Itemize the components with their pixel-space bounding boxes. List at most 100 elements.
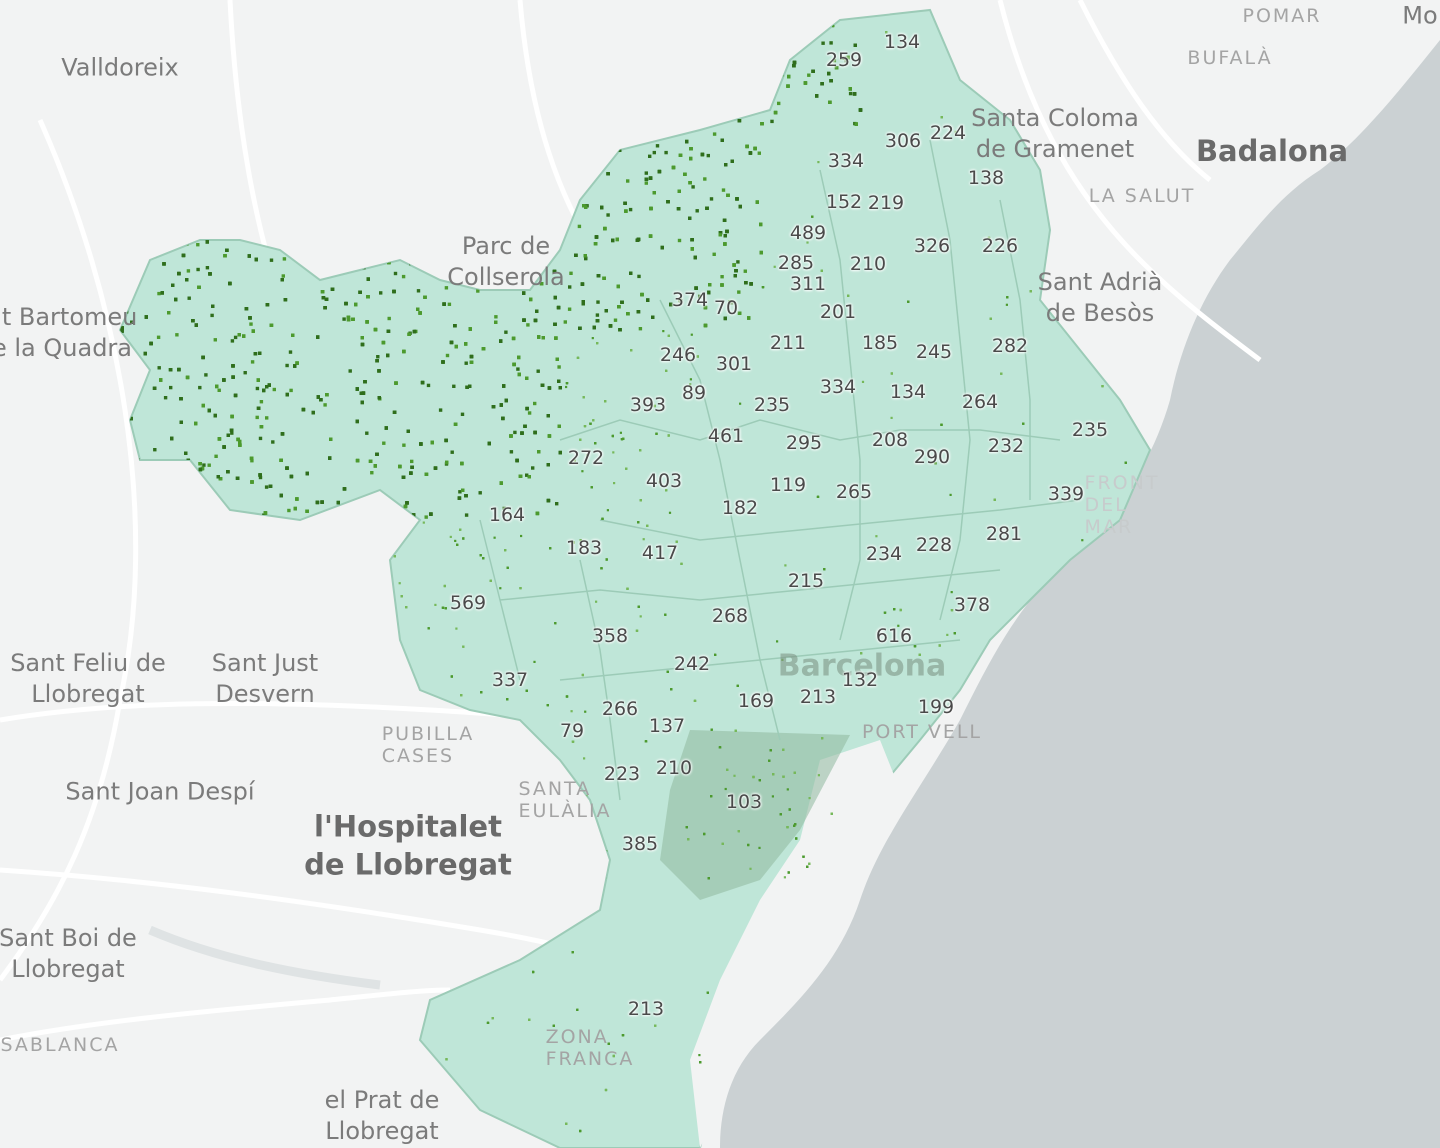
tree-point — [410, 459, 414, 464]
tree-point — [573, 459, 576, 462]
tree-point — [287, 508, 291, 513]
tree-point — [842, 56, 847, 60]
tree-point — [445, 353, 450, 358]
tree-point — [795, 837, 798, 840]
tree-point — [636, 237, 641, 242]
tree-point — [982, 400, 985, 403]
tree-point — [486, 1021, 490, 1024]
tree-point — [646, 298, 650, 302]
tree-point — [170, 436, 174, 441]
tree-point — [1101, 385, 1104, 388]
tree-point — [563, 320, 567, 324]
tree-point — [376, 355, 380, 359]
tree-point — [533, 318, 538, 323]
sea-area — [720, 40, 1440, 1148]
tree-point — [169, 385, 173, 390]
tree-point — [586, 454, 589, 457]
district-border — [599, 499, 1081, 541]
tree-point — [654, 1024, 657, 1027]
tree-point — [611, 434, 614, 438]
tree-point — [844, 58, 848, 63]
tree-point — [553, 295, 557, 300]
tree-point — [143, 351, 147, 356]
tree-point — [422, 521, 425, 524]
tree-point — [667, 434, 670, 437]
tree-point — [424, 472, 429, 476]
tree-point — [834, 66, 839, 70]
tree-point — [786, 788, 789, 791]
tree-point — [993, 498, 996, 501]
tree-point — [405, 606, 408, 609]
tree-point — [449, 340, 454, 345]
tree-point — [281, 274, 285, 278]
tree-point — [853, 43, 857, 47]
tree-point — [458, 490, 462, 494]
tree-point — [319, 398, 323, 402]
tree-point — [724, 163, 728, 167]
tree-point — [712, 252, 716, 256]
tree-point — [624, 209, 628, 213]
montjuic-district[interactable] — [660, 730, 850, 900]
tree-point — [387, 316, 391, 321]
tree-point — [480, 691, 483, 694]
tree-point — [398, 464, 402, 469]
tree-point — [535, 309, 539, 313]
district-border — [929, 139, 971, 621]
tree-point — [781, 658, 784, 661]
tree-point — [455, 627, 458, 630]
district-border — [559, 419, 1061, 441]
tree-point — [360, 400, 364, 405]
tree-point — [402, 443, 406, 447]
tree-point — [595, 600, 598, 603]
tree-point — [655, 432, 658, 435]
tree-point — [420, 380, 425, 385]
tree-point — [355, 458, 360, 463]
tree-point — [592, 325, 596, 330]
tree-point — [494, 320, 498, 324]
tree-point — [129, 416, 133, 421]
district-area[interactable] — [118, 8, 1152, 1148]
tree-point — [581, 673, 584, 677]
tree-point — [664, 613, 667, 616]
tree-point — [202, 463, 206, 467]
tree-point — [683, 172, 687, 176]
tree-point — [453, 324, 457, 328]
tree-point — [175, 333, 179, 337]
tree-point — [491, 1017, 494, 1020]
tree-point — [605, 558, 608, 561]
tree-point — [381, 340, 386, 345]
tree-point — [852, 92, 857, 96]
district-border — [499, 569, 1001, 601]
tree-point — [460, 461, 464, 466]
tree-point — [572, 541, 575, 544]
tree-point — [405, 501, 409, 505]
tree-point — [829, 79, 833, 83]
tree-point — [737, 119, 742, 123]
district-border — [999, 199, 1031, 500]
tree-point — [811, 215, 814, 218]
tree-point — [811, 69, 815, 73]
tree-point — [346, 318, 351, 322]
tree-point — [744, 281, 748, 285]
tree-point — [816, 495, 820, 498]
tree-point — [386, 353, 390, 358]
tree-point — [758, 846, 761, 849]
tree-point — [680, 562, 683, 565]
tree-point — [757, 151, 761, 155]
harbour-area — [690, 740, 900, 1148]
tree-point — [501, 416, 505, 421]
tree-point — [691, 185, 695, 189]
tree-point — [677, 189, 681, 193]
tree-point — [721, 188, 726, 192]
tree-point — [621, 1034, 625, 1037]
tree-point — [690, 247, 694, 251]
tree-point — [706, 991, 709, 994]
tree-point — [288, 350, 293, 354]
tree-point — [635, 629, 639, 632]
district-polygons[interactable] — [118, 8, 1152, 1148]
tree-point — [283, 298, 288, 302]
tree-point — [897, 624, 900, 627]
tree-point — [392, 289, 396, 294]
